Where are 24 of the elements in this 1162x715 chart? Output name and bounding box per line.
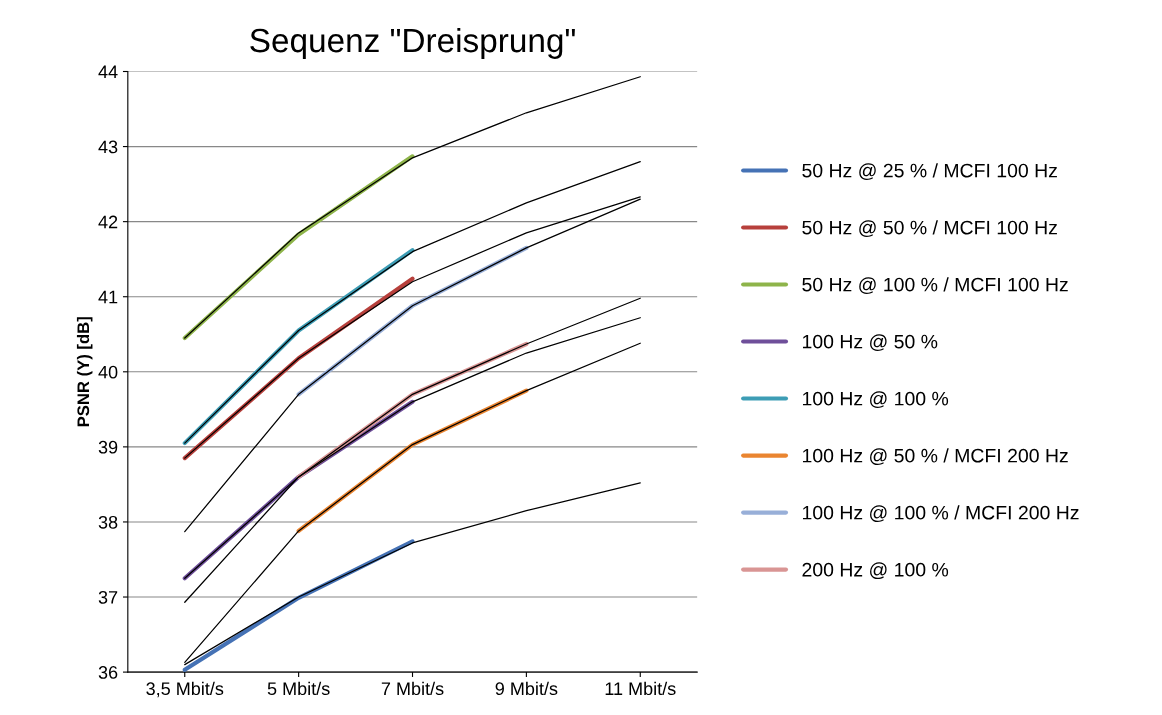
y-axis-title: PSNR (Y) [dB] [76,317,93,427]
legend-label: 50 Hz @ 25 % / MCFI 100 Hz [802,163,1057,180]
x-tick-label: 5 Mbit/s [267,681,330,696]
legend-label: 50 Hz @ 50 % / MCFI 100 Hz [802,220,1057,237]
legend-label: 200 Hz @ 100 % [802,562,949,580]
x-tick-label: 3,5 Mbit/s [146,681,224,698]
y-tick-label: 42 [98,215,118,229]
y-tick-label: 38 [98,515,118,529]
chart-title: Sequenz "Dreisprung" [250,27,575,59]
y-tick-label: 39 [98,440,118,454]
y-tick-label: 36 [98,666,118,679]
y-tick-label: 44 [98,65,118,79]
legend-label: 50 Hz @ 100 % / MCFI 100 Hz [802,277,1068,294]
y-tick-label: 41 [98,290,118,304]
x-tick-label: 11 Mbit/s [605,681,676,696]
y-tick-label: 37 [98,590,118,604]
y-tick-label: 43 [98,140,118,154]
y-tick-label: 40 [98,365,118,379]
x-tick-label: 7 Mbit/s [381,681,444,696]
legend-label: 100 Hz @ 100 % [802,391,949,409]
legend-label: 100 Hz @ 50 % / MCFI 200 Hz [802,448,1068,466]
x-tick-label: 9 Mbit/s [495,681,558,696]
legend-label: 100 Hz @ 50 % [802,334,938,352]
legend-label: 100 Hz @ 100 % / MCFI 200 Hz [802,505,1079,523]
